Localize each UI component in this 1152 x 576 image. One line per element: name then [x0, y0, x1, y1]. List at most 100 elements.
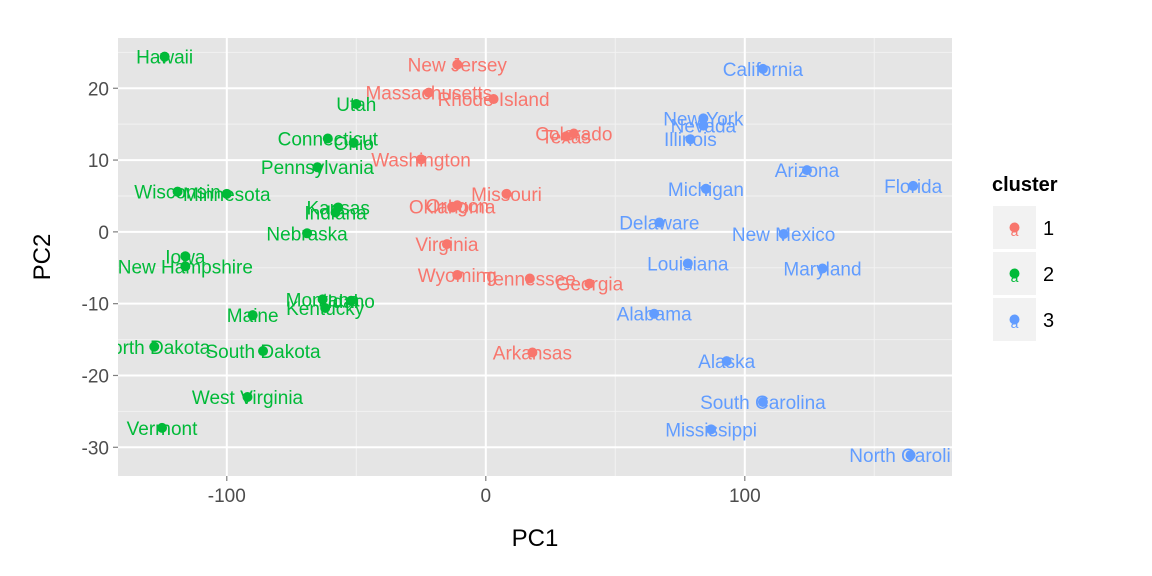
- data-label: North Dakota: [98, 338, 210, 359]
- data-point: [817, 263, 828, 274]
- data-point: [584, 278, 595, 289]
- data-label: West Virginia: [192, 388, 304, 409]
- data-point: [905, 450, 916, 461]
- data-label: New Mexico: [732, 225, 835, 246]
- data-label: Florida: [884, 177, 943, 198]
- data-point: [501, 188, 512, 199]
- data-label: Tennessee: [484, 270, 576, 291]
- data-label: Missouri: [471, 185, 542, 206]
- data-point: [221, 188, 232, 199]
- data-label: North Carolina: [849, 446, 972, 467]
- data-label: New Hampshire: [118, 257, 253, 278]
- data-label: Kentucky: [286, 299, 365, 320]
- plot-panel: [118, 38, 952, 476]
- data-point: [778, 229, 789, 240]
- data-label: Alaska: [698, 352, 755, 373]
- legend-label: 1: [1043, 218, 1054, 240]
- data-point: [698, 120, 709, 131]
- data-label: Washington: [371, 150, 471, 171]
- data-label: New Jersey: [408, 56, 508, 77]
- legend-label: 2: [1043, 264, 1054, 286]
- legend-key-point: [1009, 268, 1020, 279]
- x-tick-label: 0: [480, 486, 491, 507]
- data-point: [149, 341, 160, 352]
- data-point: [706, 424, 717, 435]
- data-point: [346, 295, 357, 306]
- data-point: [488, 94, 499, 105]
- y-tick-label: -10: [82, 295, 109, 316]
- data-point: [180, 251, 191, 262]
- legend-label: 3: [1043, 310, 1054, 332]
- data-point: [568, 128, 579, 139]
- legend-title: cluster: [992, 174, 1058, 196]
- data-label: Massachusetts: [365, 84, 492, 105]
- data-label: Louisiana: [647, 254, 729, 275]
- data-point: [180, 261, 191, 272]
- data-label: Arizona: [775, 161, 840, 182]
- data-label: Idaho: [327, 292, 375, 313]
- data-label: California: [723, 60, 804, 81]
- data-label: Virginia: [415, 235, 478, 256]
- data-point: [801, 165, 812, 176]
- x-tick-label: 100: [729, 486, 761, 507]
- legend: cluster a 1 a 2 a 3: [992, 174, 1058, 341]
- data-label: Nebraska: [266, 224, 348, 245]
- data-label: Wisconsin: [134, 183, 221, 204]
- data-label: Pennsylvania: [261, 158, 374, 179]
- grid-lines: [118, 38, 952, 476]
- data-point: [317, 294, 328, 305]
- data-point: [351, 99, 362, 110]
- x-axis-title: PC1: [512, 525, 559, 552]
- y-tick-label: 0: [98, 223, 109, 244]
- y-tick-label: -30: [82, 438, 109, 459]
- data-label: Montana: [286, 290, 360, 311]
- data-label: Oregon: [426, 196, 489, 217]
- data-label: South Dakota: [205, 342, 321, 363]
- data-label: Iowa: [165, 247, 206, 268]
- data-label: Oklahoma: [409, 198, 496, 219]
- data-label: Wyoming: [418, 266, 497, 287]
- legend-key-point: [1009, 314, 1020, 325]
- data-label: New York: [663, 109, 744, 130]
- data-point: [649, 308, 660, 319]
- data-point: [247, 310, 258, 321]
- data-point: [172, 186, 183, 197]
- data-point: [242, 392, 253, 403]
- data-label: Maine: [227, 306, 279, 327]
- data-label: Vermont: [127, 419, 198, 440]
- data-label: Illinois: [664, 130, 717, 151]
- data-point: [908, 180, 919, 191]
- legend-key-glyph: a: [1011, 269, 1019, 285]
- data-label: Alabama: [617, 305, 692, 326]
- data-label: Michigan: [668, 180, 744, 201]
- data-label: Hawaii: [136, 48, 193, 69]
- data-point: [685, 134, 696, 145]
- y-axis-title: PC2: [29, 234, 56, 281]
- data-point: [320, 302, 331, 313]
- data-point: [312, 162, 323, 173]
- data-point: [302, 228, 313, 239]
- y-tick-label: -20: [82, 366, 109, 387]
- data-label: Rhode Island: [438, 90, 550, 111]
- legend-key-glyph: a: [1011, 315, 1019, 331]
- data-point: [654, 217, 665, 228]
- data-point: [258, 346, 269, 357]
- data-point: [452, 269, 463, 280]
- data-point: [527, 347, 538, 358]
- data-points: [149, 51, 919, 461]
- data-point: [682, 258, 693, 269]
- data-point: [757, 397, 768, 408]
- data-label: Colorado: [535, 124, 612, 145]
- data-point: [322, 133, 333, 144]
- data-label: Maryland: [783, 259, 861, 280]
- data-point: [698, 113, 709, 124]
- data-label: Arkansas: [493, 343, 572, 364]
- data-point: [447, 201, 458, 212]
- x-tick-label: -100: [208, 486, 246, 507]
- data-label: Kansas: [306, 198, 369, 219]
- data-point: [159, 51, 170, 62]
- data-point: [524, 273, 535, 284]
- data-label: Minnesota: [183, 185, 271, 206]
